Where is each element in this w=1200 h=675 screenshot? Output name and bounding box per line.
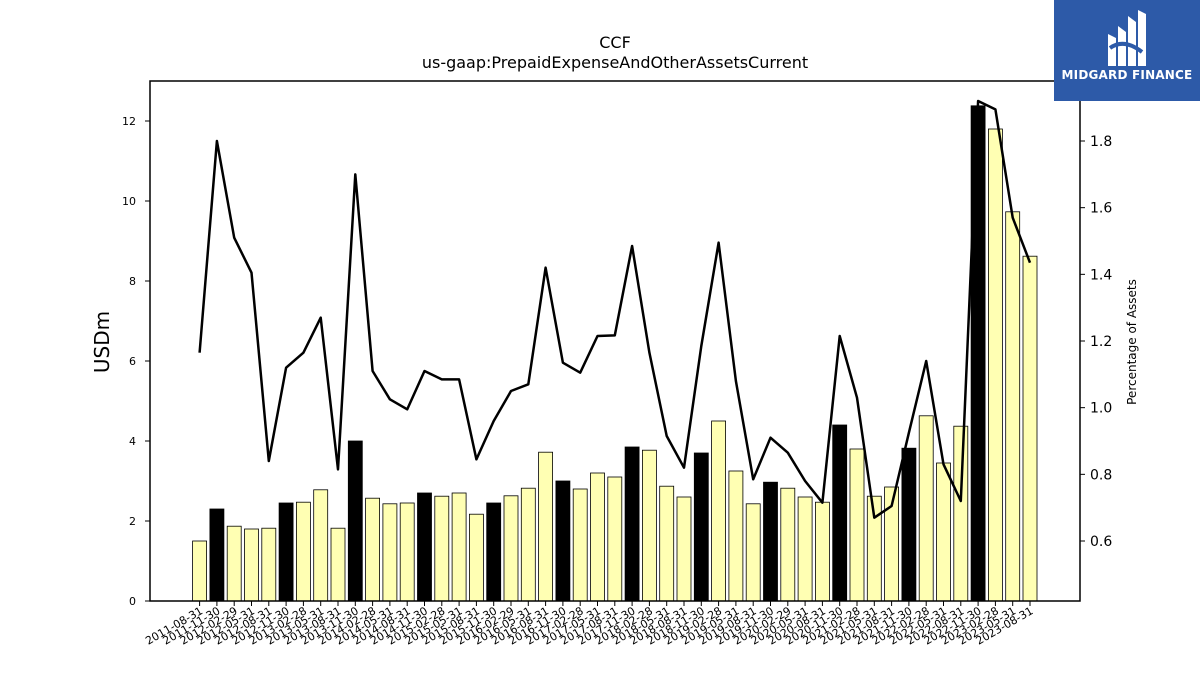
chart-subtitle: us-gaap:PrepaidExpenseAndOtherAssetsCurr… xyxy=(422,53,808,72)
bar-2015-08-31 xyxy=(468,513,484,602)
bar-2019-11-30 xyxy=(763,481,778,602)
bar-2013-11-30 xyxy=(347,440,363,602)
bar-2015-11-30 xyxy=(486,502,502,602)
bar-2016-08-31 xyxy=(538,451,553,602)
bar-2011-08-31 xyxy=(192,540,208,602)
bar-2020-08-31 xyxy=(815,501,830,602)
y2-tick-label: 0.6 xyxy=(1090,534,1112,550)
midgard-m-icon xyxy=(1108,10,1146,66)
bar-2021-02-28 xyxy=(849,448,865,602)
bar-2022-11-30 xyxy=(970,105,986,602)
y-tick-label: 2 xyxy=(129,515,136,528)
line-group xyxy=(198,99,1032,519)
y2-axis-label: Percentage of Assets xyxy=(1125,279,1139,405)
bar-2014-11-30 xyxy=(417,492,432,602)
y-tick-label: 10 xyxy=(122,195,136,208)
bar-2013-05-31 xyxy=(313,489,329,602)
bar-2019-02-28 xyxy=(711,420,726,602)
y-tick-label: 4 xyxy=(129,435,136,448)
bar-2017-05-31 xyxy=(590,472,605,602)
bar-2014-05-31 xyxy=(382,503,398,602)
y2-tick-label: 1.4 xyxy=(1090,267,1112,283)
bar-2020-11-30 xyxy=(832,424,848,602)
bar-2022-05-31 xyxy=(936,462,951,602)
y-axis-label: USDm xyxy=(90,311,114,373)
bar-2012-02-29 xyxy=(226,525,242,602)
bar-2015-02-28 xyxy=(434,495,450,602)
bar-2014-02-28 xyxy=(365,497,381,602)
bar-2013-02-28 xyxy=(295,501,311,602)
bar-2013-08-31 xyxy=(330,527,346,602)
bar-2022-08-31 xyxy=(953,425,969,602)
bar-2017-08-31 xyxy=(607,476,623,602)
bar-2012-05-31 xyxy=(244,528,259,602)
chart-title: CCF xyxy=(599,33,631,52)
y2-tick-label: 1.8 xyxy=(1090,134,1112,150)
bar-2020-02-29 xyxy=(780,487,796,602)
bar-2016-11-30 xyxy=(555,480,571,602)
bar-2020-05-31 xyxy=(797,496,813,602)
bar-2014-08-31 xyxy=(399,502,415,602)
y-tick-label: 0 xyxy=(129,595,136,608)
bar-2018-05-31 xyxy=(659,485,675,602)
bar-2021-11-30 xyxy=(901,447,917,602)
bar-2011-11-30 xyxy=(209,508,225,602)
bar-2017-11-30 xyxy=(624,446,640,602)
logo-text: MIDGARD FINANCE xyxy=(1061,68,1193,82)
y2-tick-label: 1.0 xyxy=(1090,401,1112,417)
y-tick-label: 6 xyxy=(129,355,136,368)
bar-2016-05-31 xyxy=(520,487,536,602)
bar-2018-08-31 xyxy=(676,496,692,602)
bar-2023-08-31 xyxy=(1022,255,1038,602)
bar-2019-05-31 xyxy=(728,470,744,602)
bar-2023-05-31 xyxy=(1005,211,1021,602)
y-tick-label: 12 xyxy=(122,115,136,128)
y-tick-label: 8 xyxy=(129,275,136,288)
bar-2019-08-31 xyxy=(745,503,761,602)
bar-2023-02-28 xyxy=(988,128,1003,602)
bar-2022-02-28 xyxy=(918,415,934,602)
percentage-line xyxy=(198,99,1032,519)
bar-2015-05-31 xyxy=(451,492,467,602)
axes-group: 0246810120.60.81.01.21.41.61.82011-08-31… xyxy=(122,80,1112,648)
y2-tick-label: 0.8 xyxy=(1090,467,1112,483)
bar-2018-11-30 xyxy=(693,452,709,602)
y2-tick-label: 1.2 xyxy=(1090,334,1112,350)
y2-tick-label: 1.6 xyxy=(1090,201,1112,217)
bars-group xyxy=(192,105,1038,602)
bar-2012-08-31 xyxy=(261,527,277,602)
bar-2018-02-28 xyxy=(642,449,657,602)
bar-2017-02-28 xyxy=(572,488,588,602)
bar-2012-11-30 xyxy=(278,502,294,602)
bar-2016-02-29 xyxy=(503,495,519,602)
midgard-finance-logo: MIDGARD FINANCE xyxy=(1054,0,1200,101)
